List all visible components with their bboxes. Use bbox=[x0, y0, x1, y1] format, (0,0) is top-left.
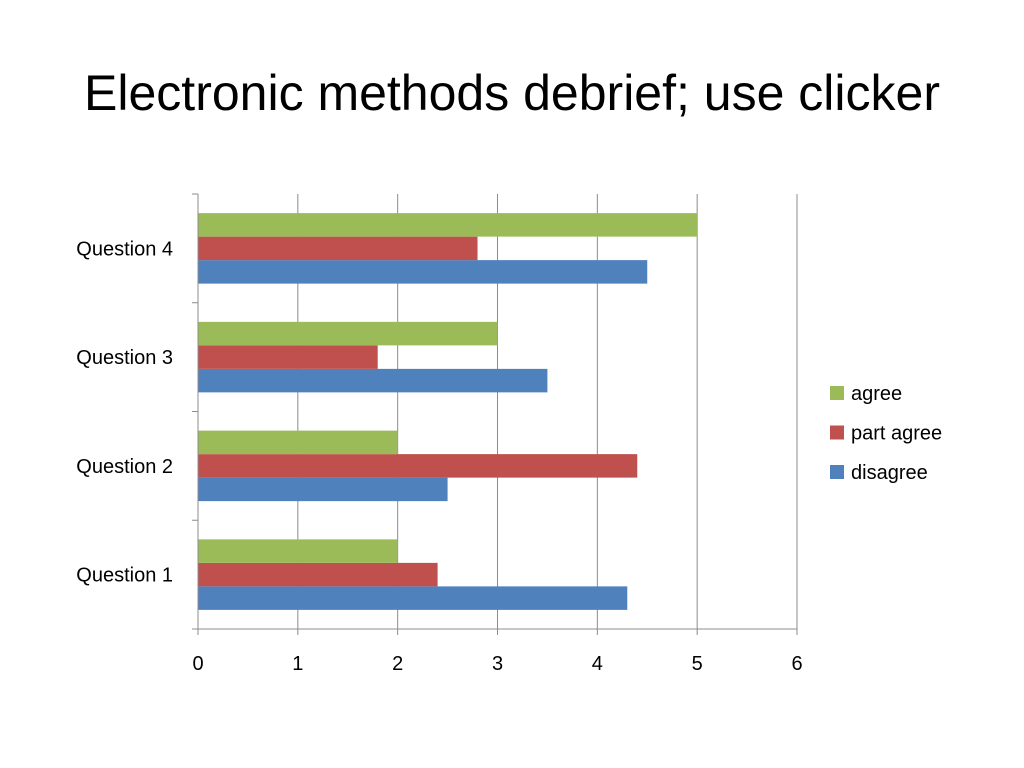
legend-label-disagree: disagree bbox=[851, 462, 928, 484]
slide-title: Electronic methods debrief; use clicker bbox=[84, 65, 940, 121]
bar-disagree-question-4 bbox=[198, 260, 648, 284]
category-label: Question 2 bbox=[76, 456, 173, 478]
category-label: Question 4 bbox=[76, 238, 173, 260]
axis-labels: Question 1 Question 2 Question 3 Question 4… bbox=[76, 238, 802, 675]
bar-part-agree-question-2 bbox=[198, 454, 638, 478]
bar-agree-question-2 bbox=[198, 430, 398, 455]
x-tick-label: 4 bbox=[592, 653, 603, 675]
x-tick-label: 0 bbox=[192, 653, 203, 675]
bar-disagree-question-1 bbox=[198, 586, 628, 610]
legend: agree part agree disagree bbox=[830, 383, 942, 484]
legend-swatch-agree bbox=[830, 386, 844, 400]
bar-part-agree-question-3 bbox=[198, 345, 378, 369]
bar-part-agree-question-4 bbox=[198, 236, 478, 261]
legend-swatch-part-agree bbox=[830, 425, 844, 440]
bars bbox=[198, 213, 698, 610]
legend-label-part-agree: part agree bbox=[851, 423, 942, 445]
x-tick-label: 3 bbox=[492, 653, 503, 675]
bar-agree-question-1 bbox=[198, 539, 398, 563]
x-tick-label: 6 bbox=[791, 653, 802, 675]
axes bbox=[192, 193, 798, 635]
bar-disagree-question-3 bbox=[198, 368, 548, 393]
x-tick-label: 5 bbox=[692, 653, 703, 675]
category-label: Question 1 bbox=[76, 565, 173, 587]
x-tick-label: 2 bbox=[392, 653, 403, 675]
legend-label-agree: agree bbox=[851, 383, 902, 405]
bar-disagree-question-2 bbox=[198, 477, 448, 502]
category-label: Question 3 bbox=[76, 347, 173, 369]
x-tick-label: 1 bbox=[292, 653, 303, 675]
bar-agree-question-4 bbox=[198, 213, 698, 237]
legend-swatch-disagree bbox=[830, 465, 844, 479]
bar-agree-question-3 bbox=[198, 321, 498, 346]
bar-part-agree-question-1 bbox=[198, 562, 438, 587]
